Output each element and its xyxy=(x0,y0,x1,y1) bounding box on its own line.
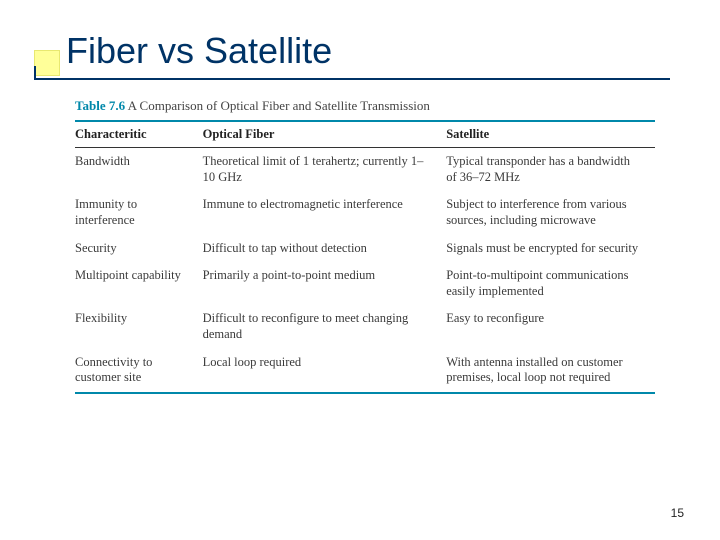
table-row: Connectivity to customer site Local loop… xyxy=(75,349,655,393)
table-row: Immunity to interference Immune to elect… xyxy=(75,191,655,234)
cell-characteristic: Connectivity to customer site xyxy=(75,349,203,393)
table-body: Bandwidth Theoretical limit of 1 teraher… xyxy=(75,148,655,393)
cell-fiber: Local loop required xyxy=(203,349,447,393)
table-row: Flexibility Difficult to reconfigure to … xyxy=(75,305,655,348)
page-number: 15 xyxy=(671,506,684,520)
col-header-characteristic: Characteritic xyxy=(75,121,203,148)
title-area: Fiber vs Satellite xyxy=(40,30,680,80)
table-header-row: Characteritic Optical Fiber Satellite xyxy=(75,121,655,148)
cell-characteristic: Immunity to interference xyxy=(75,191,203,234)
col-header-satellite: Satellite xyxy=(446,121,655,148)
cell-satellite: Subject to interference from various sou… xyxy=(446,191,655,234)
slide: Fiber vs Satellite Table 7.6 A Compariso… xyxy=(0,0,720,540)
title-underline xyxy=(34,78,670,80)
cell-characteristic: Bandwidth xyxy=(75,148,203,192)
cell-characteristic: Flexibility xyxy=(75,305,203,348)
slide-title: Fiber vs Satellite xyxy=(40,30,680,72)
comparison-table-wrap: Table 7.6 A Comparison of Optical Fiber … xyxy=(75,98,655,394)
cell-fiber: Difficult to tap without detection xyxy=(203,235,447,263)
cell-satellite: Point-to-multipoint communications easil… xyxy=(446,262,655,305)
table-caption: Table 7.6 A Comparison of Optical Fiber … xyxy=(75,98,655,114)
table-label: Table 7.6 xyxy=(75,98,125,113)
table-row: Multipoint capability Primarily a point-… xyxy=(75,262,655,305)
cell-fiber: Theoretical limit of 1 terahertz; curren… xyxy=(203,148,447,192)
cell-satellite: Signals must be encrypted for security xyxy=(446,235,655,263)
col-header-optical-fiber: Optical Fiber xyxy=(203,121,447,148)
cell-fiber: Immune to electromagnetic interference xyxy=(203,191,447,234)
table-caption-body: A Comparison of Optical Fiber and Satell… xyxy=(128,98,430,113)
cell-characteristic: Security xyxy=(75,235,203,263)
cell-satellite: Easy to reconfigure xyxy=(446,305,655,348)
cell-characteristic: Multipoint capability xyxy=(75,262,203,305)
cell-satellite: With antenna installed on customer premi… xyxy=(446,349,655,393)
cell-fiber: Difficult to reconfigure to meet changin… xyxy=(203,305,447,348)
table-row: Bandwidth Theoretical limit of 1 teraher… xyxy=(75,148,655,192)
cell-satellite: Typical transponder has a bandwidth of 3… xyxy=(446,148,655,192)
comparison-table: Characteritic Optical Fiber Satellite Ba… xyxy=(75,120,655,394)
cell-fiber: Primarily a point-to-point medium xyxy=(203,262,447,305)
table-row: Security Difficult to tap without detect… xyxy=(75,235,655,263)
